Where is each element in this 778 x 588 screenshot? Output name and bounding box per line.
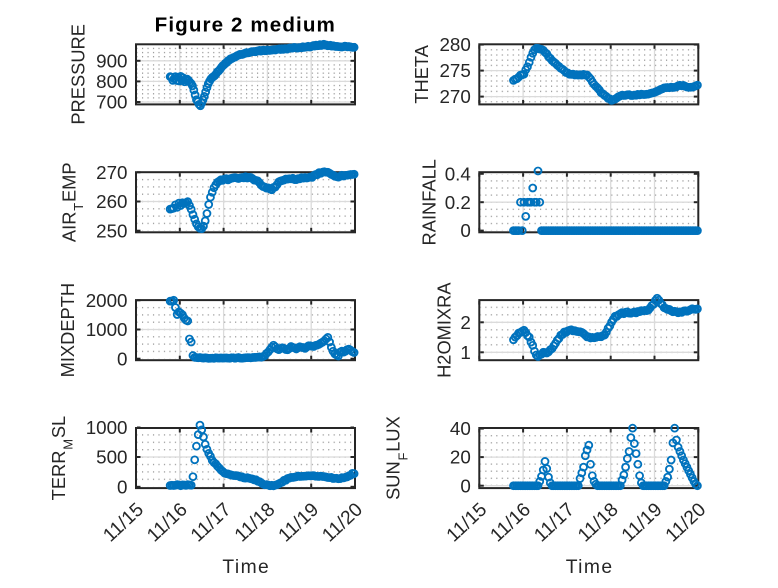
svg-text:RAINFALL: RAINFALL [419,159,440,245]
svg-text:260: 260 [96,191,127,212]
svg-text:2000: 2000 [86,290,128,311]
svg-text:800: 800 [96,71,127,92]
svg-text:270: 270 [439,86,470,107]
svg-text:0: 0 [117,476,127,497]
svg-text:Time: Time [222,557,270,578]
svg-text:MIXDEPTH: MIXDEPTH [57,283,78,377]
svg-text:0.2: 0.2 [445,192,471,213]
svg-text:40: 40 [450,418,471,439]
svg-text:Figure 2 medium: Figure 2 medium [155,13,336,36]
svg-text:PRESSURE: PRESSURE [68,24,89,125]
svg-text:Time: Time [566,557,614,578]
svg-text:0.4: 0.4 [445,163,471,184]
svg-text:900: 900 [96,50,127,71]
svg-text:275: 275 [439,60,470,81]
svg-text:0: 0 [460,220,470,241]
svg-text:H2OMIXRA: H2OMIXRA [433,282,454,378]
svg-text:2: 2 [460,312,470,333]
svg-text:250: 250 [96,220,127,241]
svg-text:500: 500 [96,447,127,468]
svg-text:700: 700 [96,92,127,113]
svg-text:THETA: THETA [411,44,432,103]
svg-text:0: 0 [117,348,127,369]
svg-text:1000: 1000 [86,417,128,438]
svg-text:270: 270 [96,162,127,183]
svg-text:280: 280 [439,34,470,55]
svg-text:1000: 1000 [86,319,128,340]
svg-text:20: 20 [450,447,471,468]
svg-text:0: 0 [460,475,470,496]
svg-text:1: 1 [460,342,470,363]
